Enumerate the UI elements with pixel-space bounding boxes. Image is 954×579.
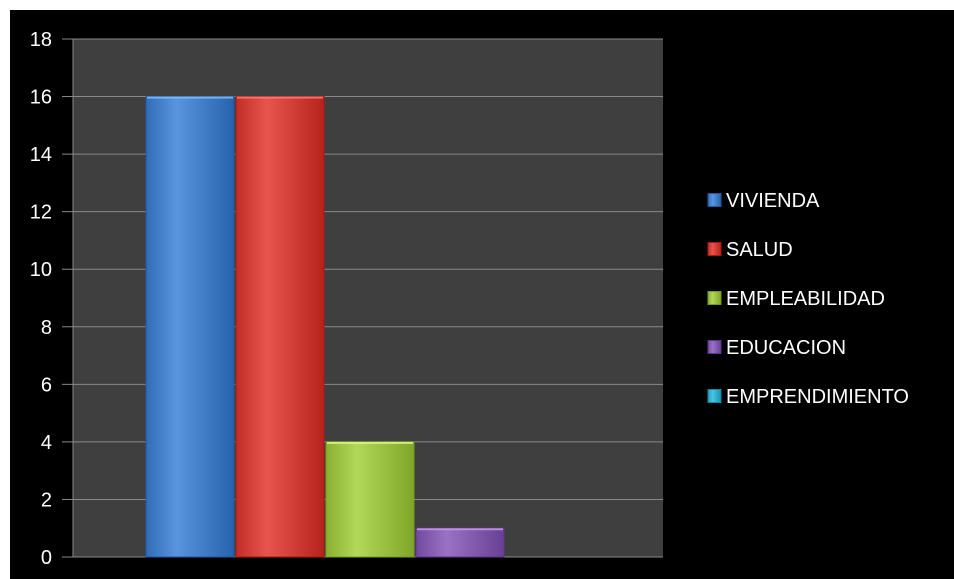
legend-swatch xyxy=(707,291,722,305)
bars xyxy=(145,96,505,558)
legend-label: SALUD xyxy=(726,239,793,261)
bar-educacion xyxy=(415,527,505,558)
y-tick-label: 0 xyxy=(41,547,52,569)
bar-empleabilidad xyxy=(325,441,415,558)
bar-highlight xyxy=(147,96,233,99)
y-tick-label: 14 xyxy=(30,144,52,166)
legend-item-empleabilidad: EMPLEABILIDAD xyxy=(707,288,885,310)
legend-item-educacion: EDUCACION xyxy=(707,337,846,359)
y-tick-label: 12 xyxy=(30,202,52,224)
legend-item-salud: SALUD xyxy=(707,239,793,261)
legend-label: EDUCACION xyxy=(726,337,846,359)
legend-label: EMPRENDIMIENTO xyxy=(726,386,909,408)
y-tick-label: 2 xyxy=(41,489,52,511)
legend-label: VIVIENDA xyxy=(726,190,820,212)
legend-swatch xyxy=(707,193,722,207)
y-tick-label: 8 xyxy=(41,317,52,339)
y-tick-label: 16 xyxy=(30,87,52,109)
legend-swatch xyxy=(707,389,722,403)
y-tick-label: 10 xyxy=(30,259,52,281)
y-tick-label: 18 xyxy=(30,29,52,51)
legend: VIVIENDA SALUD EMPLEABILIDAD EDUCACION EMPRE… xyxy=(707,190,909,408)
legend-item-vivienda: VIVIENDA xyxy=(707,190,820,212)
legend-swatch xyxy=(707,340,722,354)
y-tick-label: 6 xyxy=(41,374,52,396)
bar-vivienda xyxy=(145,96,235,558)
legend-item-emprendimiento: EMPRENDIMIENTO xyxy=(707,386,909,408)
bar-salud xyxy=(235,96,325,558)
legend-swatch xyxy=(707,242,722,256)
bar-highlight xyxy=(417,528,503,531)
legend-label: EMPLEABILIDAD xyxy=(726,288,885,310)
bar-highlight xyxy=(327,441,413,444)
bar-highlight xyxy=(237,96,323,99)
y-tick-label: 4 xyxy=(41,432,52,454)
